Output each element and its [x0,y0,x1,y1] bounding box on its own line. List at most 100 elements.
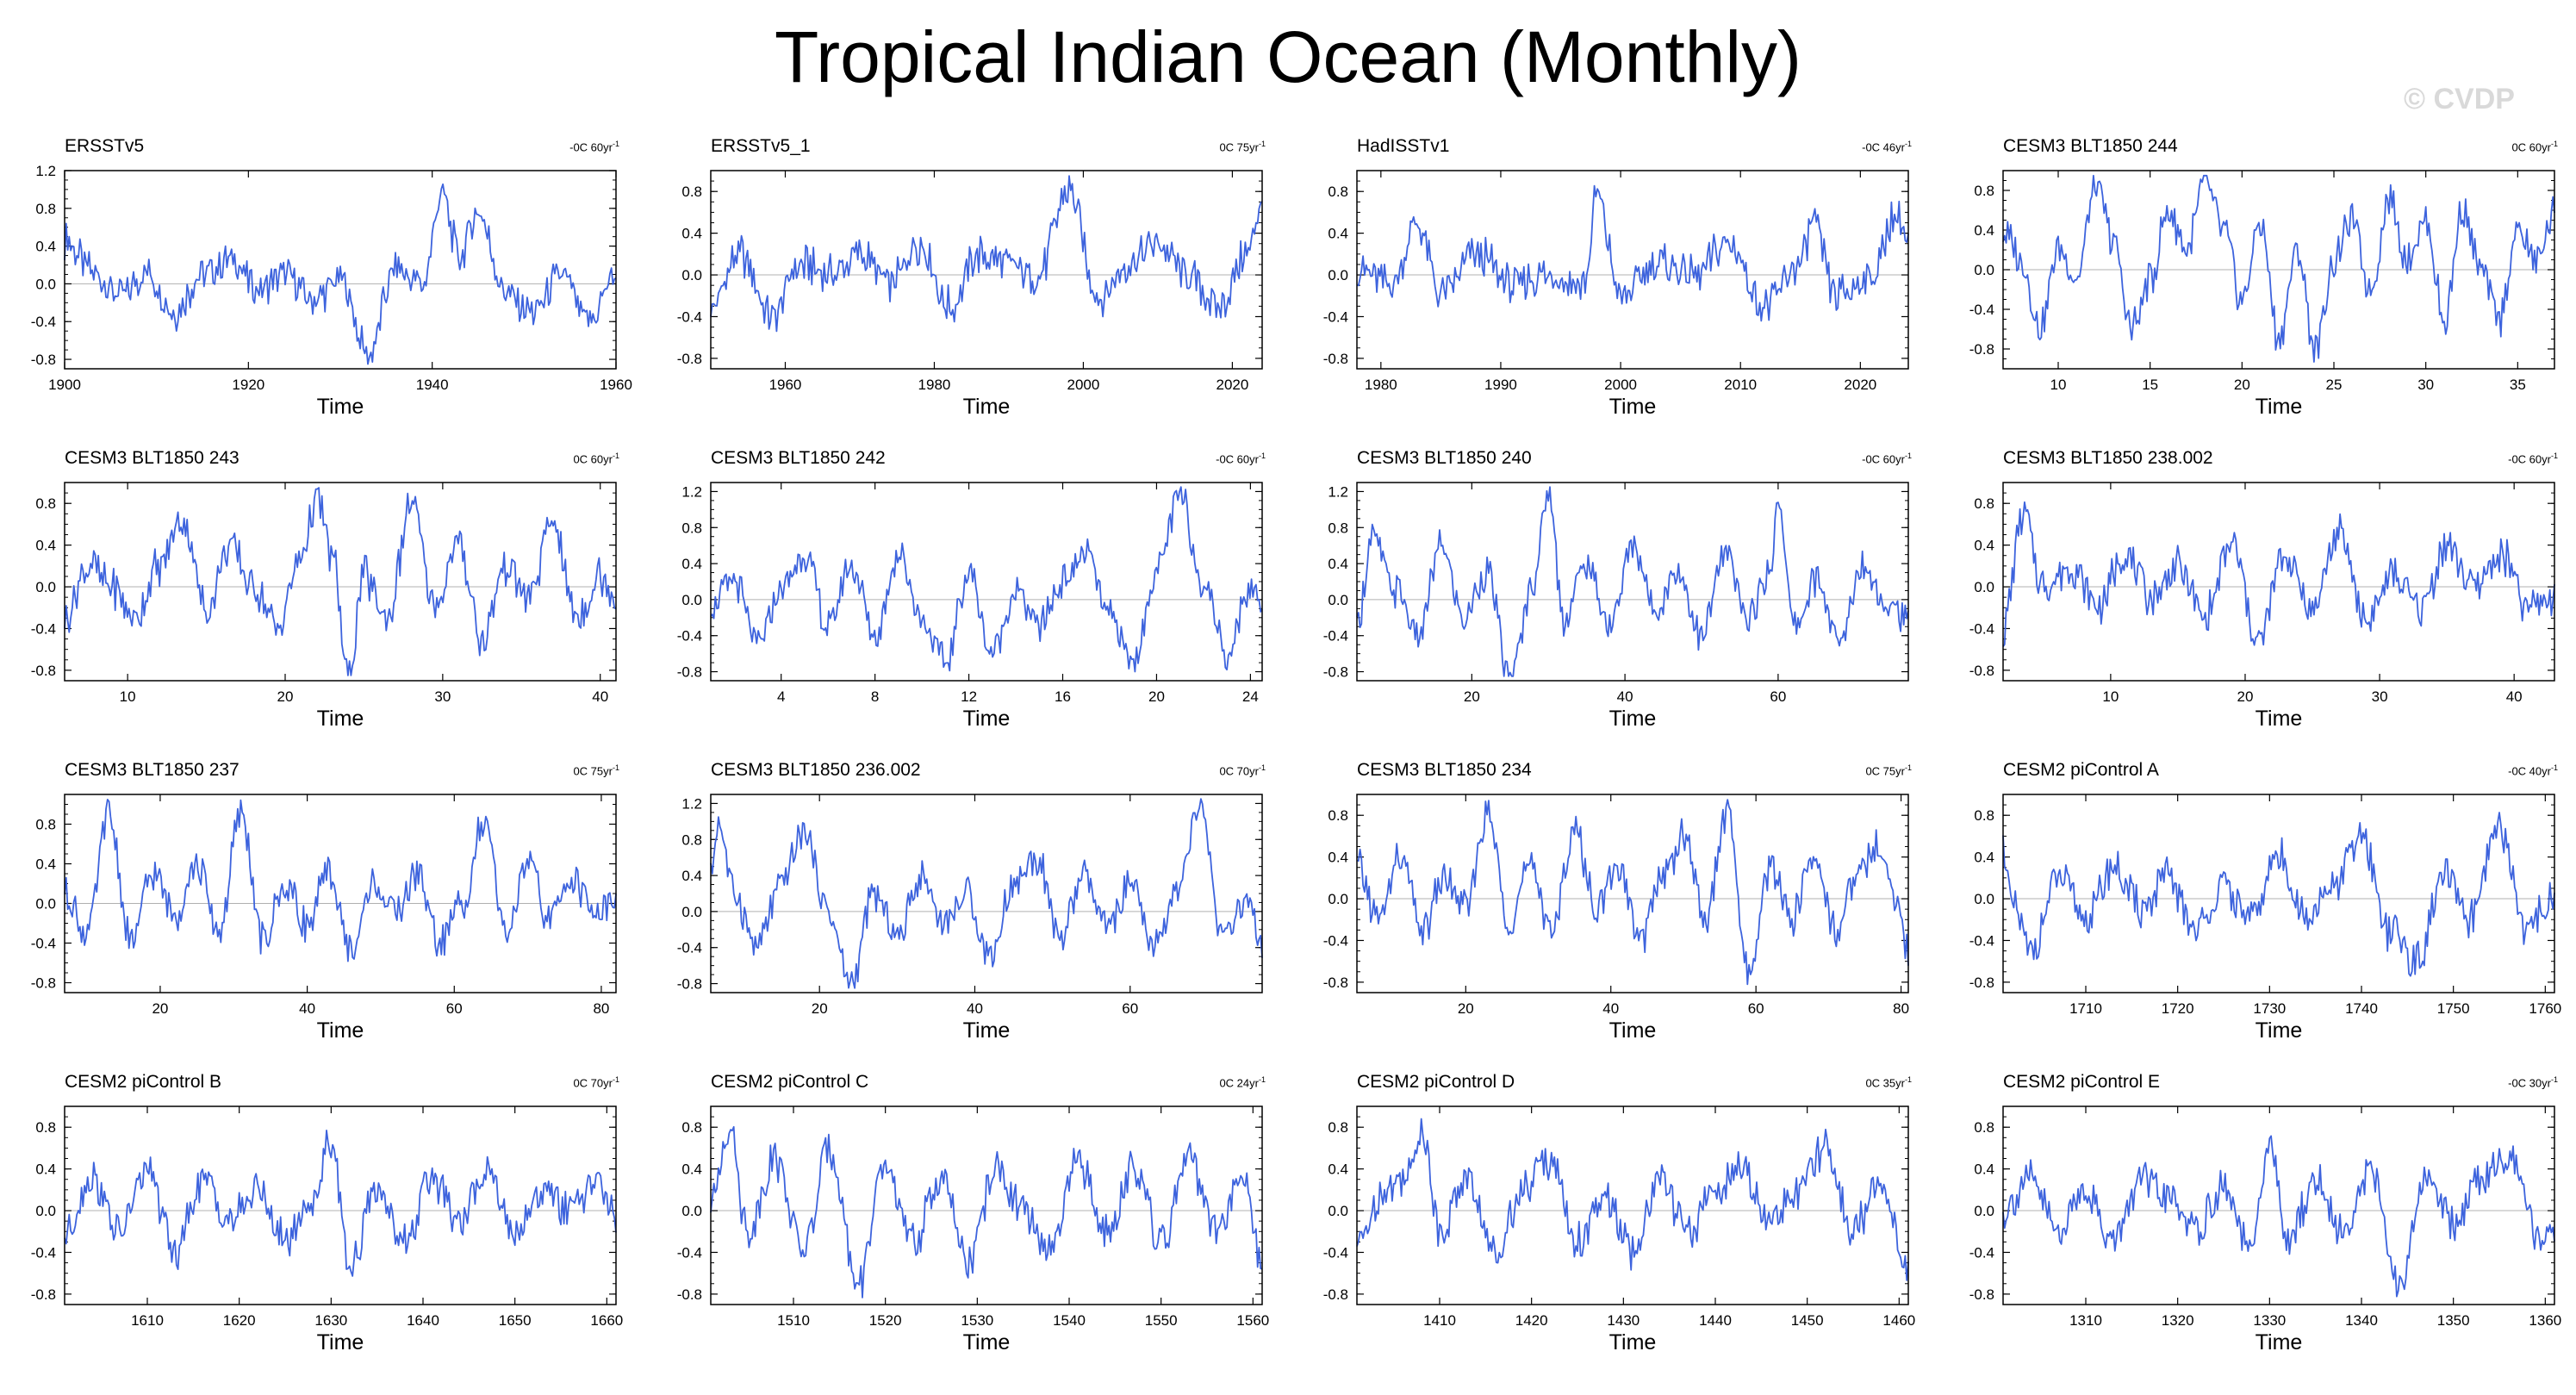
x-tick-label: 30 [434,688,451,705]
x-tick-label: 1460 [1882,1312,1915,1329]
y-tick-label: 0.0 [35,896,56,912]
trend-label: 0C 35yr-1 [1865,1075,1912,1089]
y-tick-label: -0.8 [31,975,56,992]
x-tick-label: 1920 [232,377,264,393]
x-tick-label: 2020 [1844,377,1876,393]
x-tick-label: 10 [2050,377,2067,393]
y-tick-label: 1.2 [1328,483,1348,500]
panel-title: CESM3 BLT1850 237 [65,760,240,780]
x-tick-label: 1650 [499,1312,532,1329]
x-tick-label: 20 [1458,1000,1474,1017]
y-tick-label: 0.8 [1328,807,1348,824]
x-tick-label: 80 [1893,1000,1909,1017]
trend-value: 0C 70yr [1219,764,1259,778]
series-line [64,799,617,962]
x-tick-label: 1940 [416,377,449,393]
chart-panel: CESM3 BLT1850 237 0C 75yr-1 Time -0.8 -0.4 0.… [4,760,650,1044]
plot-frame [2002,170,2555,370]
trend-exponent: -1 [2550,763,2558,772]
x-tick-label: 1980 [1365,377,1397,393]
y-tick-label: -0.4 [1323,308,1348,325]
y-tick-label: 1.2 [35,163,56,179]
x-tick-label: 20 [2237,688,2254,705]
y-tick-label: 0.4 [1974,222,1994,239]
chart-panel: HadISSTv1 -0C 46yr-1 Time -0.8 -0.4 0.0 0.4 0.8… [1297,136,1943,420]
series-line [1356,799,1909,986]
trend-value: -0C 60yr [1862,452,1905,466]
plot-frame [710,794,1263,993]
trend-label: -0C 60yr-1 [1216,452,1266,465]
plot-area: -0.8 -0.4 0.0 0.4 0.8 1960 1980 2000 2020 [677,170,1263,393]
y-tick-label: 0.4 [681,556,702,572]
y-tick-label: -0.4 [31,314,56,330]
y-tick-label: -0.4 [1969,620,1994,637]
y-tick-label: 0.0 [681,592,702,608]
x-tick-label: 2000 [1604,377,1637,393]
panel-title: CESM2 piControl C [711,1072,869,1092]
y-tick-label: 0.0 [681,904,702,920]
y-tick-label: 0.4 [35,239,56,255]
y-tick-label: -0.4 [677,628,702,645]
x-axis-label: Time [316,395,364,419]
y-tick-label: 0.4 [1974,1161,1994,1178]
y-tick-label: -0.4 [1323,1244,1348,1261]
y-tick-label: 0.0 [1974,579,1994,595]
x-tick-label: 40 [592,688,608,705]
figure-title: Tropical Indian Ocean (Monthly) [774,16,1802,97]
x-axis-label: Time [316,1330,364,1355]
plot-frame [64,170,617,370]
plot-frame [710,1105,1263,1305]
trend-value: 0C 75yr [1219,140,1259,154]
trend-value: -0C 60yr [2508,452,2551,466]
series-line [1356,486,1909,677]
x-axis-label: Time [1608,395,1657,419]
y-tick-label: -0.4 [1323,628,1348,645]
series-line [2002,174,2555,363]
x-tick-label: 40 [1602,1000,1619,1017]
y-tick-label: -0.8 [31,663,56,679]
y-tick-label: 0.8 [1974,807,1994,824]
chart-panel: CESM2 piControl C 0C 24yr-1 Time -0.8 -0.4 0.… [650,1072,1297,1356]
y-tick-label: 0.4 [35,856,56,873]
y-tick-label: 0.8 [35,1119,56,1136]
panel-title: CESM2 piControl E [2003,1072,2161,1092]
x-tick-label: 10 [120,688,136,705]
y-tick-label: 0.0 [1328,1203,1348,1219]
series-line [710,175,1263,333]
plot-area: -0.8 -0.4 0.0 0.4 0.8 1.2 20 40 60 [1323,482,1909,705]
x-tick-label: 12 [961,688,977,705]
series-line [1356,184,1909,322]
y-tick-label: 0.0 [681,1203,702,1219]
y-tick-label: 0.8 [681,831,702,848]
x-tick-label: 1720 [2162,1000,2194,1017]
x-tick-label: 1740 [2345,1000,2378,1017]
x-tick-label: 1360 [2529,1312,2561,1329]
y-tick-label: -0.4 [1969,1244,1994,1261]
chart-panel: CESM3 BLT1850 242 -0C 60yr-1 Time -0.8 -0.4 0… [650,448,1297,732]
plot-frame [1356,482,1909,682]
trend-label: 0C 24yr-1 [1219,1075,1266,1089]
panel-title: HadISSTv1 [1357,136,1450,156]
plot-area: -0.8 -0.4 0.0 0.4 0.8 10 15 20 25 30 35 [1969,170,2555,393]
y-tick-label: 0.0 [1328,891,1348,907]
x-tick-label: 1530 [961,1312,993,1329]
trend-label: 0C 60yr-1 [573,452,619,465]
x-tick-label: 20 [277,688,294,705]
chart-panel: CESM3 BLT1850 244 0C 60yr-1 Time -0.8 -0.4 0.… [1943,136,2576,420]
trend-value: -0C 30yr [2508,1076,2551,1090]
panel-title: CESM3 BLT1850 236.002 [711,760,921,780]
x-tick-label: 2000 [1067,377,1100,393]
x-tick-label: 40 [299,1000,315,1017]
x-axis-label: Time [962,707,1011,731]
x-tick-label: 1630 [314,1312,347,1329]
plot-area: -0.8 -0.4 0.0 0.4 0.8 20 40 60 80 [31,794,617,1017]
y-tick-label: 0.4 [681,1161,702,1178]
trend-label: -0C 46yr-1 [1862,140,1912,153]
y-tick-label: -0.4 [31,1244,56,1261]
x-axis-label: Time [316,707,364,731]
trend-exponent: -1 [612,140,619,148]
y-tick-label: -0.8 [1323,1286,1348,1303]
plot-area: -0.8 -0.4 0.0 0.4 0.8 20 40 60 80 [1323,794,1909,1017]
y-tick-label: 0.0 [1974,891,1994,907]
plot-frame [64,1105,617,1305]
